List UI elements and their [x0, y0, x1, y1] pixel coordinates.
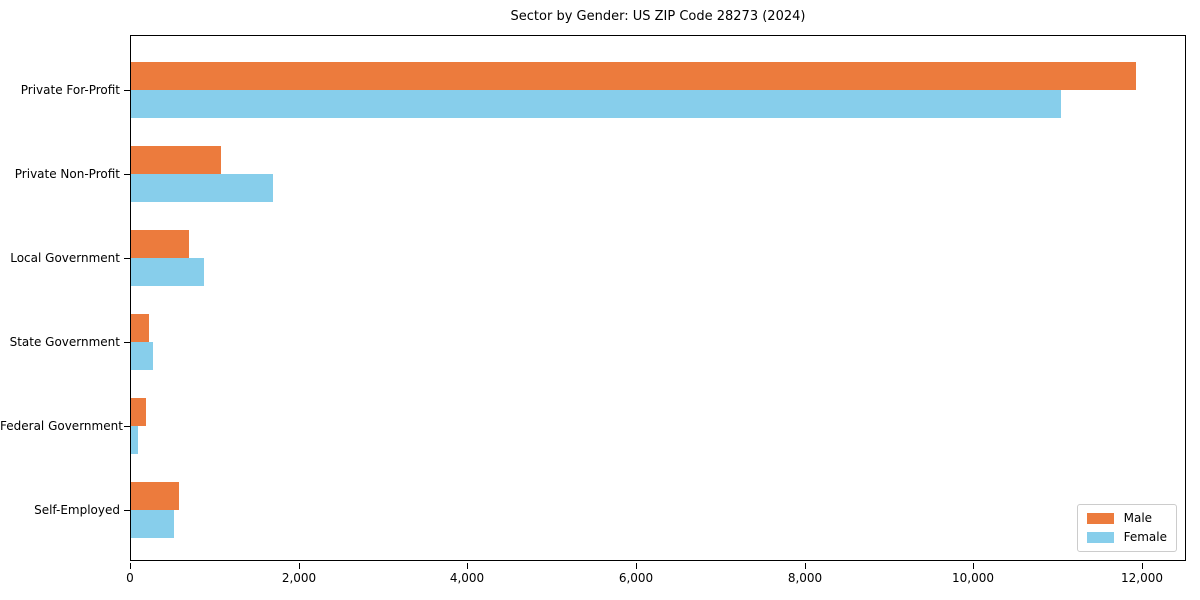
y-tick-mark-private-for-profit	[124, 90, 130, 91]
x-tick-mark-6000	[636, 563, 637, 569]
x-tick-mark-10000	[973, 563, 974, 569]
bar-male-private-for-profit	[131, 62, 1136, 90]
x-tick-label-4000: 4,000	[449, 571, 485, 585]
legend-entry-female: Female	[1086, 530, 1167, 544]
bar-female-local-government	[131, 258, 204, 286]
male-swatch	[1086, 513, 1114, 524]
bar-male-self-employed	[131, 482, 179, 510]
y-tick-mark-state-government	[124, 342, 130, 343]
y-tick-mark-federal-government	[124, 426, 130, 427]
bar-female-federal-government	[131, 426, 138, 454]
y-tick-label-local-government: Local Government	[10, 251, 120, 265]
y-tick-label-private-non-profit: Private Non-Profit	[14, 167, 120, 181]
y-tick-label-private-for-profit: Private For-Profit	[20, 83, 120, 97]
chart-title: Sector by Gender: US ZIP Code 28273 (202…	[510, 9, 806, 24]
x-tick-label-0: 0	[126, 571, 134, 585]
legend: Male Female	[1076, 504, 1177, 552]
y-tick-mark-self-employed	[124, 510, 130, 511]
female-swatch	[1086, 532, 1114, 543]
y-tick-label-state-government: State Government	[9, 335, 120, 349]
x-tick-mark-0	[130, 563, 131, 569]
bar-female-private-non-profit	[131, 174, 273, 202]
x-tick-label-10000: 10,000	[952, 571, 994, 585]
bar-male-state-government	[131, 314, 149, 342]
bar-male-local-government	[131, 230, 189, 258]
bar-male-private-non-profit	[131, 146, 221, 174]
bar-female-private-for-profit	[131, 90, 1061, 118]
x-tick-label-6000: 6,000	[618, 571, 654, 585]
y-tick-label-self-employed: Self-Employed	[34, 503, 120, 517]
legend-label-female: Female	[1123, 530, 1167, 544]
bar-female-state-government	[131, 342, 153, 370]
x-tick-label-12000: 12,000	[1121, 571, 1163, 585]
legend-entry-male: Male	[1086, 511, 1167, 525]
x-tick-mark-2000	[299, 563, 300, 569]
bar-male-federal-government	[131, 398, 146, 426]
bar-female-self-employed	[131, 510, 174, 538]
x-tick-mark-12000	[1142, 563, 1143, 569]
x-tick-label-2000: 2,000	[281, 571, 317, 585]
y-tick-mark-local-government	[124, 258, 130, 259]
y-tick-label-federal-government: Federal Government	[0, 419, 123, 433]
x-tick-label-8000: 8,000	[787, 571, 823, 585]
x-tick-mark-8000	[805, 563, 806, 569]
plot-area: Male Female	[130, 35, 1186, 561]
x-tick-mark-4000	[467, 563, 468, 569]
y-tick-mark-private-non-profit	[124, 174, 130, 175]
legend-label-male: Male	[1123, 511, 1153, 525]
